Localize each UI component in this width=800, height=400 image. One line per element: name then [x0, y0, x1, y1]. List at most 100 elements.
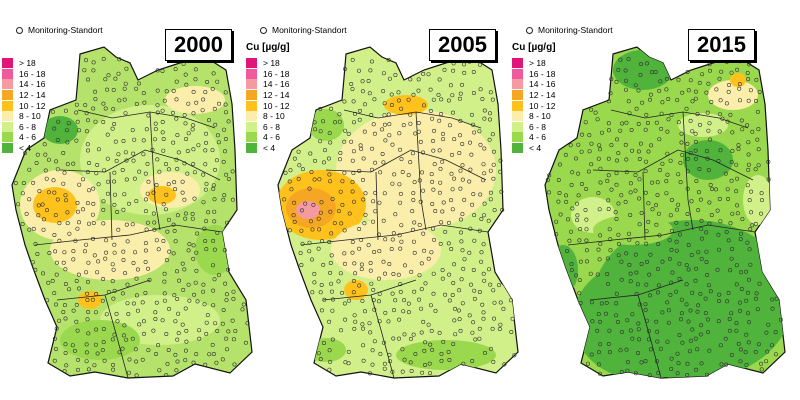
station-marker	[330, 308, 335, 313]
station-marker	[726, 197, 731, 202]
station-marker	[155, 68, 160, 73]
station-marker	[491, 359, 496, 364]
station-marker	[643, 302, 648, 307]
station-marker	[450, 187, 455, 192]
map-panel-2015: 2015	[533, 0, 800, 400]
station-marker	[431, 97, 436, 102]
station-marker	[451, 110, 456, 115]
station-marker	[201, 97, 206, 102]
station-marker	[141, 319, 146, 324]
station-marker	[499, 189, 504, 194]
station-marker	[490, 326, 495, 331]
station-marker	[193, 77, 198, 82]
station-marker	[765, 349, 770, 354]
station-marker	[431, 148, 436, 153]
station-marker	[488, 111, 493, 116]
station-marker	[456, 308, 461, 313]
station-marker	[606, 198, 611, 203]
legend-item-label: 16 - 18	[263, 68, 290, 79]
station-marker	[131, 301, 136, 306]
station-marker	[727, 328, 732, 333]
station-marker	[654, 319, 659, 324]
station-marker	[140, 300, 145, 305]
station-marker	[451, 61, 456, 66]
station-marker	[106, 73, 111, 78]
station-marker	[430, 347, 435, 352]
station-marker	[636, 149, 641, 154]
station-marker	[157, 368, 162, 373]
station-marker	[648, 293, 653, 298]
station-marker	[75, 209, 80, 214]
station-marker	[226, 119, 231, 124]
station-marker	[160, 120, 165, 125]
station-marker	[437, 77, 442, 82]
station-marker	[558, 212, 563, 217]
station-marker	[565, 249, 570, 254]
station-marker	[193, 67, 198, 72]
station-marker	[143, 248, 148, 253]
station-marker	[183, 72, 188, 77]
station-marker	[160, 130, 165, 135]
station-marker	[587, 149, 592, 154]
station-marker	[322, 148, 327, 153]
station-marker	[74, 110, 79, 115]
station-marker	[175, 213, 180, 218]
station-marker	[192, 196, 197, 201]
station-marker	[52, 358, 57, 363]
station-marker	[716, 232, 721, 237]
station-marker	[746, 167, 751, 172]
station-marker	[342, 251, 347, 256]
station-marker	[759, 361, 764, 366]
station-marker	[570, 170, 575, 175]
station-marker	[190, 216, 195, 221]
legend-swatch	[512, 143, 523, 154]
station-marker	[124, 337, 129, 342]
station-marker	[70, 343, 75, 348]
station-marker	[63, 193, 68, 198]
station-marker	[124, 177, 129, 182]
station-marker	[81, 177, 86, 182]
station-marker	[635, 282, 640, 287]
station-marker	[609, 187, 614, 192]
station-marker	[288, 168, 293, 173]
station-marker	[93, 342, 98, 347]
station-marker	[61, 260, 66, 265]
legend-items: > 18 16 - 18 14 - 16 12 - 14 10 - 12 8 - 10 6 …	[512, 58, 555, 154]
station-marker	[598, 147, 603, 152]
station-marker	[428, 303, 433, 308]
station-marker	[92, 253, 97, 258]
station-marker	[54, 326, 59, 331]
station-marker	[160, 318, 165, 323]
station-marker	[411, 191, 416, 196]
station-marker	[606, 99, 611, 104]
station-marker	[510, 316, 515, 321]
station-marker	[287, 228, 292, 233]
legend-item: 14 - 16	[246, 79, 289, 90]
station-marker	[668, 256, 673, 261]
station-marker	[737, 300, 742, 305]
station-marker	[130, 222, 135, 227]
station-marker	[191, 123, 196, 128]
station-marker	[245, 321, 250, 326]
station-marker	[370, 348, 375, 353]
station-marker	[606, 281, 611, 286]
station-marker	[203, 362, 208, 367]
station-marker	[436, 92, 441, 97]
legend-item: 14 - 16	[512, 79, 555, 90]
station-marker	[479, 250, 484, 255]
station-marker	[633, 371, 638, 376]
station-marker	[422, 348, 427, 353]
station-marker	[103, 77, 108, 82]
station-marker	[740, 127, 745, 132]
station-marker	[482, 201, 487, 206]
station-marker	[699, 361, 704, 366]
station-marker	[112, 202, 117, 207]
station-marker	[127, 357, 132, 362]
station-marker	[584, 187, 589, 192]
station-marker	[753, 349, 758, 354]
station-marker	[308, 219, 313, 224]
station-marker	[708, 182, 713, 187]
station-marker	[222, 127, 227, 132]
station-marker	[52, 233, 57, 238]
station-marker	[211, 186, 216, 191]
